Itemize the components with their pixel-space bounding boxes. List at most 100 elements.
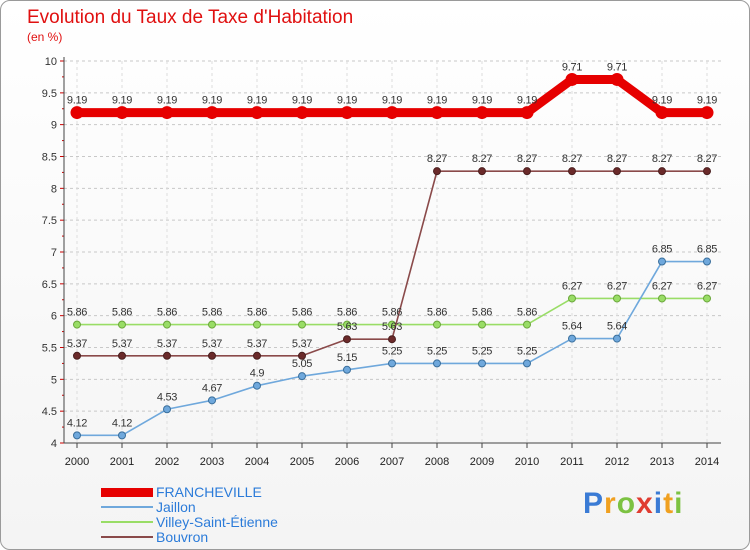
logo-letter: r bbox=[604, 487, 617, 520]
x-tick-label: 2005 bbox=[290, 456, 314, 468]
data-label: 5.25 bbox=[472, 345, 492, 357]
data-label: 6.27 bbox=[652, 280, 672, 292]
y-tick-label: 7 bbox=[51, 247, 57, 259]
data-label: 5.25 bbox=[382, 345, 402, 357]
data-label: 5.37 bbox=[157, 338, 177, 350]
x-tick-label: 2009 bbox=[470, 456, 494, 468]
legend-swatch bbox=[101, 521, 153, 523]
data-label: 6.27 bbox=[562, 280, 582, 292]
data-label: 6.27 bbox=[607, 280, 627, 292]
y-tick-label: 9.5 bbox=[42, 88, 57, 100]
x-tick-label: 2004 bbox=[245, 456, 269, 468]
data-point bbox=[433, 167, 441, 176]
data-point bbox=[163, 320, 171, 329]
data-label: 4.12 bbox=[67, 417, 87, 429]
logo-letter: i bbox=[653, 487, 664, 520]
logo-letter: i bbox=[674, 487, 684, 520]
data-point bbox=[703, 294, 711, 303]
data-point bbox=[568, 334, 576, 343]
data-point bbox=[430, 106, 444, 120]
data-point bbox=[73, 351, 81, 360]
data-point bbox=[613, 294, 621, 303]
x-tick-label: 2007 bbox=[380, 456, 404, 468]
data-label: 5.37 bbox=[112, 338, 132, 350]
data-point bbox=[70, 106, 84, 120]
y-tick-label: 6.5 bbox=[42, 279, 57, 291]
data-label: 5.86 bbox=[247, 307, 267, 319]
y-tick-label: 7.5 bbox=[42, 215, 57, 227]
data-label: 5.15 bbox=[337, 352, 357, 364]
data-label: 8.27 bbox=[697, 153, 717, 165]
chart-y-unit-label: (en %) bbox=[27, 30, 63, 44]
data-label: 5.86 bbox=[292, 307, 312, 319]
data-label: 4.12 bbox=[112, 417, 132, 429]
data-point bbox=[523, 359, 531, 368]
data-label: 9.19 bbox=[112, 95, 132, 107]
data-point bbox=[118, 431, 126, 440]
legend-label: Bouvron bbox=[156, 529, 209, 545]
logo-letter: t bbox=[663, 487, 675, 520]
x-tick-label: 2013 bbox=[650, 456, 674, 468]
legend-item: Bouvron bbox=[101, 530, 301, 545]
data-point bbox=[298, 351, 306, 360]
data-label: 5.86 bbox=[472, 307, 492, 319]
y-tick-label: 4 bbox=[51, 438, 57, 450]
data-point bbox=[658, 167, 666, 176]
data-label: 6.85 bbox=[652, 244, 672, 256]
x-tick-label: 2002 bbox=[155, 456, 179, 468]
data-label: 9.71 bbox=[562, 61, 582, 73]
legend-label: Jaillon bbox=[156, 499, 196, 515]
data-label: 9.19 bbox=[697, 95, 717, 107]
data-point bbox=[118, 320, 126, 329]
data-point bbox=[520, 106, 534, 120]
data-label: 8.27 bbox=[427, 153, 447, 165]
data-point bbox=[478, 359, 486, 368]
data-point bbox=[343, 320, 351, 329]
legend-label: FRANCHEVILLE bbox=[156, 484, 262, 500]
data-label: 9.19 bbox=[247, 95, 267, 107]
data-label: 6.27 bbox=[697, 280, 717, 292]
data-label: 6.85 bbox=[697, 244, 717, 256]
data-label: 5.86 bbox=[157, 307, 177, 319]
data-point bbox=[388, 359, 396, 368]
data-point bbox=[658, 294, 666, 303]
legend-swatch bbox=[101, 536, 153, 538]
data-point bbox=[115, 106, 129, 120]
chart-title: Evolution du Taux de Taxe d'Habitation bbox=[27, 7, 354, 28]
legend-label: Villey-Saint-Étienne bbox=[156, 514, 278, 530]
data-point bbox=[340, 106, 354, 120]
data-label: 8.27 bbox=[652, 153, 672, 165]
legend-swatch bbox=[101, 506, 153, 508]
legend-item: Villey-Saint-Étienne bbox=[101, 515, 301, 530]
data-label: 8.27 bbox=[517, 153, 537, 165]
data-label: 4.67 bbox=[202, 382, 222, 394]
x-tick-label: 2008 bbox=[425, 456, 449, 468]
data-label: 5.86 bbox=[67, 307, 87, 319]
x-tick-label: 2014 bbox=[695, 456, 719, 468]
data-label: 8.27 bbox=[607, 153, 627, 165]
data-point bbox=[565, 72, 579, 86]
proxiti-logo: Proxiti bbox=[583, 487, 683, 521]
x-tick-label: 2001 bbox=[110, 456, 134, 468]
x-tick-label: 2010 bbox=[515, 456, 539, 468]
data-point bbox=[478, 320, 486, 329]
data-point bbox=[343, 365, 351, 374]
data-point bbox=[523, 320, 531, 329]
data-label: 9.71 bbox=[607, 61, 627, 73]
data-label: 5.86 bbox=[382, 307, 402, 319]
data-label: 9.19 bbox=[337, 95, 357, 107]
data-label: 4.53 bbox=[157, 391, 177, 403]
chart-legend: FRANCHEVILLE Jaillon Villey-Saint-Étienne B… bbox=[101, 485, 301, 545]
data-point bbox=[295, 106, 309, 120]
data-label: 5.37 bbox=[202, 338, 222, 350]
data-point bbox=[73, 320, 81, 329]
data-label: 5.37 bbox=[247, 338, 267, 350]
data-point bbox=[388, 335, 396, 344]
data-point bbox=[703, 257, 711, 266]
data-point bbox=[253, 320, 261, 329]
x-tick-label: 2003 bbox=[200, 456, 224, 468]
legend-swatch bbox=[101, 488, 153, 497]
data-point bbox=[475, 106, 489, 120]
y-tick-label: 5 bbox=[51, 374, 57, 386]
